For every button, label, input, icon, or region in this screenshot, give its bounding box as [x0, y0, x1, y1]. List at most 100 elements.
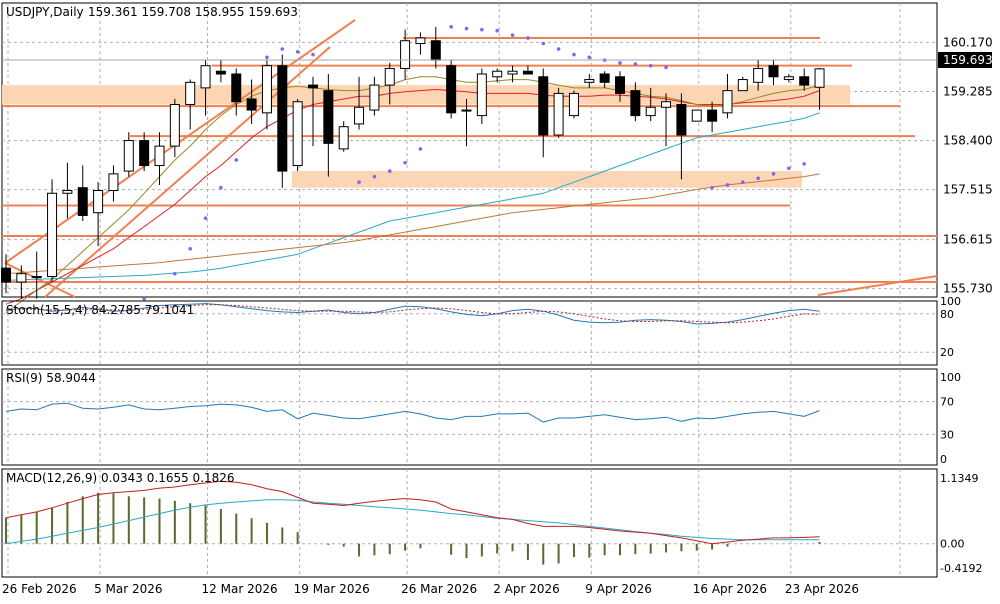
time-axis-label: 2 Apr 2026 — [493, 582, 560, 596]
moving-average-long-brown — [5, 173, 820, 275]
psar-dot — [418, 147, 423, 151]
price-pane[interactable]: USDJPY,Daily 159.361 159.708 158.955 159… — [1, 2, 938, 313]
rsi-lines — [5, 402, 820, 423]
candle-body-bull — [261, 65, 272, 114]
psar-dot — [556, 47, 561, 51]
candle — [538, 68, 549, 158]
macd-lines — [5, 480, 820, 545]
candle — [384, 62, 395, 105]
macd-pane-frame — [1, 468, 938, 578]
macd-macd-line — [5, 480, 820, 545]
rsi-label: RSI(9) 58.9044 — [6, 371, 96, 385]
candle — [476, 68, 487, 124]
candle — [323, 74, 334, 177]
rsi-grid — [2, 369, 937, 465]
candle-body-bull — [645, 106, 656, 117]
psar-dot — [710, 185, 714, 190]
current-price-label: 159.693 — [943, 53, 993, 67]
psar-dot — [311, 52, 315, 57]
candle — [799, 68, 810, 91]
candle-body-bear — [77, 187, 88, 216]
stochastic-pane[interactable]: Stoch(15,5,4) 84.2785 79.1041 — [1, 300, 938, 366]
candle-body-bull — [415, 37, 426, 44]
psar-dot — [541, 41, 546, 46]
candle — [369, 76, 380, 116]
candle-body-bear — [430, 40, 441, 61]
time-axis-label: 9 Apr 2026 — [585, 582, 652, 596]
candle — [615, 71, 625, 102]
psar-dot — [387, 169, 392, 173]
rsi-axis: 100 70 30 0 — [940, 371, 961, 466]
candle-body-bull — [476, 73, 487, 117]
stochastic-main-line — [5, 303, 820, 325]
trend-line-down[interactable] — [4, 262, 76, 298]
psar-dot — [234, 158, 239, 162]
candle — [676, 93, 687, 180]
candle — [645, 87, 656, 122]
candle — [522, 65, 533, 75]
psar-dot — [295, 50, 300, 54]
candle — [400, 29, 411, 80]
rsi-axis-label: 100 — [940, 371, 961, 384]
candle — [277, 54, 288, 188]
macd-pane[interactable]: MACD(12,26,9) 0.0343 0.1655 0.1826 — [1, 468, 938, 578]
rsi-line — [5, 402, 820, 423]
psar-dot — [664, 65, 668, 70]
candle — [308, 76, 318, 147]
chart-ohlc-values: 159.361 159.708 158.955 159.693 — [88, 5, 298, 19]
trend-line-bottom-right[interactable] — [817, 275, 938, 296]
psar-dot — [173, 271, 177, 276]
psar-dot — [618, 61, 622, 65]
candle-body-bull — [783, 76, 794, 81]
horizontal-levels[interactable] — [2, 36, 937, 284]
candle — [231, 68, 242, 116]
macd-axis: 1.1349 0.00 -0.4192 — [940, 472, 982, 575]
price-grid — [2, 3, 937, 297]
candle — [354, 76, 365, 130]
candle-body-bull — [200, 65, 211, 89]
candle — [62, 162, 73, 219]
psar-dot — [203, 216, 208, 221]
support-zone — [292, 171, 802, 188]
time-axis-label: 19 Mar 2026 — [294, 582, 370, 596]
psar-dot — [787, 166, 791, 171]
psar-dot — [142, 296, 146, 301]
candle — [722, 74, 733, 119]
time-axis-label: 12 Mar 2026 — [202, 582, 278, 596]
candle-body-bull — [568, 92, 579, 117]
candle — [292, 98, 303, 172]
psar-dot — [280, 47, 285, 51]
candle — [691, 109, 702, 122]
rsi-pane[interactable]: RSI(9) 58.9044 — [1, 368, 938, 466]
candle-body-bear — [768, 65, 779, 78]
candle-body-bull — [400, 40, 411, 69]
psar-dot — [572, 52, 576, 57]
macd-grid — [2, 469, 937, 577]
candle-body-bull — [108, 173, 119, 191]
macd-axis-label: -0.4192 — [940, 562, 982, 575]
price-axis-label: 156.615 — [943, 233, 993, 247]
price-axis-label: 155.730 — [943, 282, 993, 296]
candle — [599, 71, 610, 88]
stochastic-pane-frame — [1, 300, 938, 366]
psar-dot — [802, 162, 806, 166]
candle-body-bull — [691, 109, 702, 122]
chart-symbol-timeframe: USDJPY,Daily — [6, 5, 84, 19]
price-pane-frame — [1, 2, 938, 298]
price-axis-label: 160.170 — [943, 35, 993, 49]
candle — [31, 251, 42, 299]
psar-dot — [357, 180, 361, 184]
candle-body-bear — [599, 73, 610, 83]
candle — [185, 79, 196, 130]
candle-body-bull — [492, 70, 503, 78]
candle-body-bear — [446, 65, 457, 114]
candle — [446, 60, 457, 119]
candle-body-bull — [292, 101, 303, 167]
price-axis: 160.170 159.285 158.400 157.515 156.615 155.7… — [943, 35, 993, 295]
current-price-marker: 159.693 — [938, 52, 993, 68]
psar-dot — [756, 176, 760, 181]
candle-body-bull — [169, 104, 180, 147]
moving-average-olive — [5, 76, 820, 313]
candle — [154, 132, 165, 185]
